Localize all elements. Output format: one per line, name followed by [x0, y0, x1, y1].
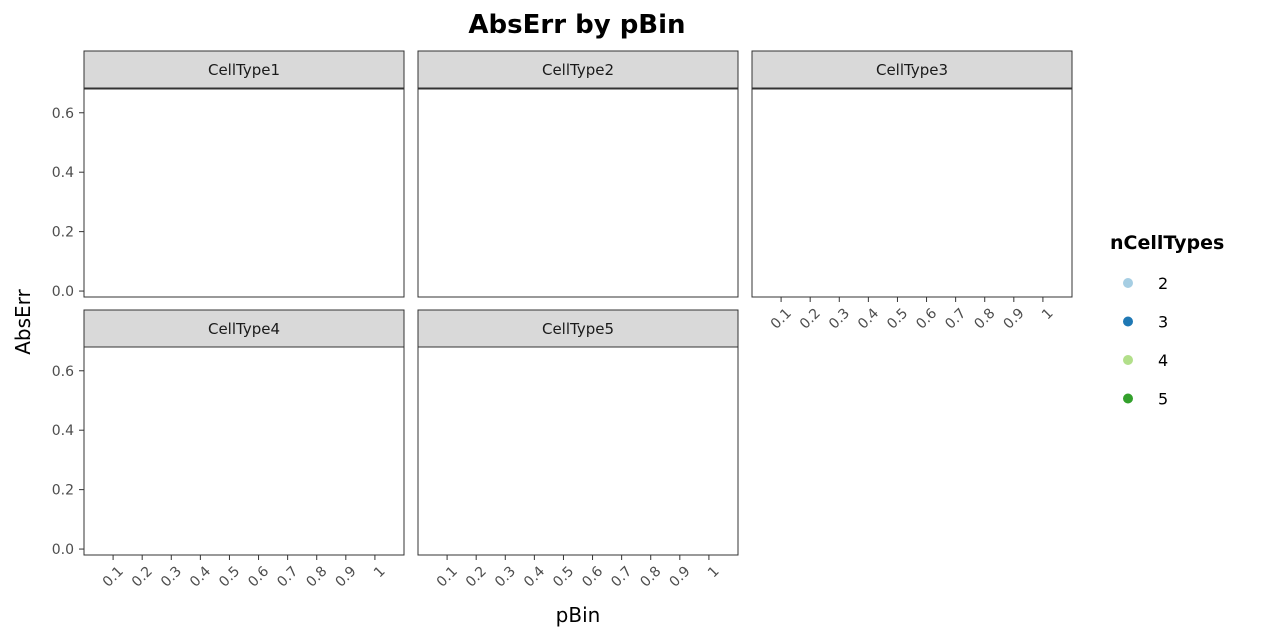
x-tick-label: 0.3: [158, 563, 185, 590]
panel-border: [83, 346, 405, 556]
x-tick-label: 0.2: [463, 563, 490, 590]
x-tick-label: 0.4: [187, 563, 214, 590]
x-tick-label: 0.3: [492, 563, 519, 590]
facet-strip: [83, 50, 405, 89]
legend-label: 2: [1158, 274, 1168, 293]
facet-panel: CellType1 0.0 0.2 0.4 0.6: [52, 50, 405, 300]
facet-strip: [417, 309, 739, 348]
facet-strip-label: CellType4: [208, 320, 280, 338]
x-tick-label: 0.4: [855, 305, 882, 332]
x-tick-label: 1: [371, 563, 389, 581]
legend-label: 4: [1158, 351, 1168, 370]
y-tick-label: 0.2: [52, 483, 74, 499]
facet-panel: CellType2: [417, 50, 739, 298]
x-tick-label: 0.6: [245, 563, 272, 590]
facet-strip: [417, 50, 739, 89]
facet-strip-label: CellType5: [542, 320, 614, 338]
facet-strip-label: CellType2: [542, 61, 614, 79]
x-axis: 0.1 0.2 0.3 0.4 0.5 0.6 0.7 0.8 0.9 1: [768, 297, 1057, 333]
x-axis: 0.1 0.2 0.3 0.4 0.5 0.6 0.7 0.8 0.9 1: [100, 555, 389, 591]
x-tick-label: 0.4: [521, 563, 548, 590]
y-tick-label: 0.2: [52, 225, 74, 241]
y-tick-label: 0.0: [52, 284, 74, 300]
facet-strip: [83, 309, 405, 348]
x-tick-label: 0.3: [826, 305, 853, 332]
x-tick-label: 0.6: [913, 305, 940, 332]
x-tick-label: 0.7: [608, 563, 635, 590]
x-tick-label: 0.5: [884, 305, 911, 332]
x-axis-title: pBin: [556, 603, 601, 627]
x-tick-label: 0.8: [971, 305, 998, 332]
x-tick-label: 0.8: [303, 563, 330, 590]
legend-swatch: [1123, 278, 1133, 288]
legend-items: 2 3 4 5: [1123, 274, 1168, 409]
x-tick-label: 0.8: [637, 563, 664, 590]
legend-item: 5: [1123, 390, 1168, 409]
x-axis: 0.1 0.2 0.3 0.4 0.5 0.6 0.7 0.8 0.9 1: [434, 555, 723, 591]
x-tick-label: 0.1: [100, 563, 127, 590]
facet-panels: CellType1 0.0 0.2 0.4 0.6 CellType2 CellType3 0…: [52, 50, 1073, 591]
facet-panel: CellType5 0.1 0.2 0.3 0.4 0.5 0.6 0.7 0.8 0.9 1: [417, 309, 739, 591]
y-tick-label: 0.6: [52, 106, 74, 122]
panel-border: [83, 88, 405, 298]
x-tick-label: 0.2: [797, 305, 824, 332]
y-axis: 0.0 0.2 0.4 0.6: [52, 364, 84, 558]
legend-swatch: [1123, 316, 1133, 327]
legend-item: 2: [1123, 274, 1168, 293]
legend-item: 4: [1123, 351, 1168, 370]
x-tick-label: 1: [1039, 305, 1057, 323]
legend-title: nCellTypes: [1110, 232, 1224, 254]
x-tick-label: 0.5: [216, 563, 243, 590]
x-tick-label: 0.9: [1001, 305, 1028, 332]
y-tick-label: 0.6: [52, 364, 74, 380]
y-axis: 0.0 0.2 0.4 0.6: [52, 106, 84, 300]
facet-strip: [751, 50, 1073, 89]
panel-border: [751, 88, 1073, 298]
x-tick-label: 1: [705, 563, 723, 581]
legend: nCellTypes 2 3 4 5: [1110, 232, 1224, 409]
facet-strip-label: CellType3: [876, 61, 948, 79]
x-tick-label: 0.2: [129, 563, 156, 590]
y-tick-label: 0.0: [52, 542, 74, 558]
y-tick-label: 0.4: [52, 423, 74, 439]
x-tick-label: 0.9: [333, 563, 360, 590]
legend-item: 3: [1123, 313, 1168, 332]
x-tick-label: 0.1: [768, 305, 795, 332]
legend-swatch: [1123, 355, 1133, 365]
y-tick-label: 0.4: [52, 165, 74, 181]
legend-label: 5: [1158, 390, 1168, 409]
panel-border: [417, 88, 739, 298]
x-tick-label: 0.7: [274, 563, 301, 590]
x-tick-label: 0.7: [942, 305, 969, 332]
chart-title: AbsErr by pBin: [468, 10, 685, 40]
panel-border: [417, 346, 739, 556]
x-tick-label: 0.5: [550, 563, 577, 590]
legend-label: 3: [1158, 313, 1168, 332]
x-tick-label: 0.9: [667, 563, 694, 590]
facet-strip-label: CellType1: [208, 61, 280, 79]
legend-swatch: [1123, 393, 1133, 404]
y-axis-title: AbsErr: [11, 288, 35, 354]
x-tick-label: 0.1: [434, 563, 461, 590]
facet-panel: CellType3 0.1 0.2 0.3 0.4 0.5 0.6 0.7 0.8 0.9 1: [751, 50, 1073, 333]
x-tick-label: 0.6: [579, 563, 606, 590]
